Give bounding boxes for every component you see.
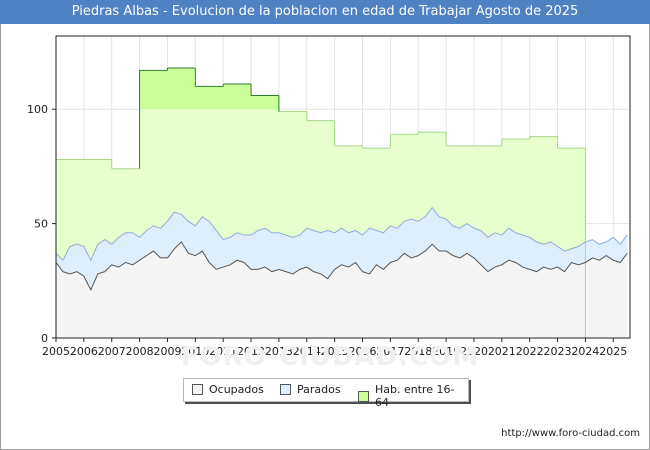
x-tick-label: 2024	[571, 345, 599, 358]
x-tick-label: 2025	[599, 345, 627, 358]
legend-swatch-ocupados	[192, 384, 203, 395]
chart-title: Piedras Albas - Evolucion de la poblacio…	[0, 0, 650, 24]
x-tick-label: 2023	[544, 345, 572, 358]
x-tick-label: 2018	[404, 345, 432, 358]
x-tick-label: 2021	[488, 345, 516, 358]
parados-line	[55, 206, 628, 262]
x-tick-label: 2012	[237, 345, 265, 358]
legend-item-parados: Parados	[280, 383, 341, 396]
x-tick-label: 2017	[376, 345, 404, 358]
x-tick-label: 2014	[293, 345, 321, 358]
watermark: FORO-CIUDAD.COM	[180, 342, 480, 372]
legend-item-ocupados: Ocupados	[192, 383, 264, 396]
x-tick-label: 2007	[98, 345, 126, 358]
x-tick-label: 2013	[265, 345, 293, 358]
hab-step-high	[251, 95, 279, 110]
x-tick-label: 2006	[70, 345, 98, 358]
y-tick-label: 50	[34, 218, 48, 231]
ocupados-line	[55, 241, 628, 292]
x-tick-label: 2010	[181, 345, 209, 358]
y-tick-label: 0	[41, 332, 48, 345]
legend: Ocupados Parados Hab. entre 16-64	[183, 378, 469, 409]
legend-swatch-hab	[358, 390, 369, 402]
x-tick-label: 2015	[321, 345, 349, 358]
x-tick-label: 2011	[209, 345, 237, 358]
hab-step-high	[139, 70, 168, 110]
legend-swatch-parados	[280, 384, 291, 395]
x-tick-label: 2019	[432, 345, 460, 358]
x-tick-label: 2022	[516, 345, 544, 358]
x-tick-label: 2009	[153, 345, 181, 358]
x-tick-label: 2020	[460, 345, 488, 358]
legend-label-ocupados: Ocupados	[209, 383, 264, 396]
plot-border	[55, 35, 631, 339]
x-tick-label: 2005	[42, 345, 70, 358]
legend-item-hab: Hab. entre 16-64	[358, 383, 468, 409]
legend-label-hab: Hab. entre 16-64	[374, 383, 455, 409]
hab-step-high	[223, 84, 252, 110]
source-url: http://www.foro-ciudad.com	[501, 428, 640, 439]
hab-step-high	[195, 86, 224, 110]
ocupados-area	[56, 241, 628, 338]
x-tick-label: 2008	[126, 345, 154, 358]
legend-label-parados: Parados	[297, 383, 341, 396]
x-tick-label: 2016	[349, 345, 377, 358]
y-tick-label: 100	[27, 103, 48, 116]
hab-step-high	[167, 68, 196, 110]
